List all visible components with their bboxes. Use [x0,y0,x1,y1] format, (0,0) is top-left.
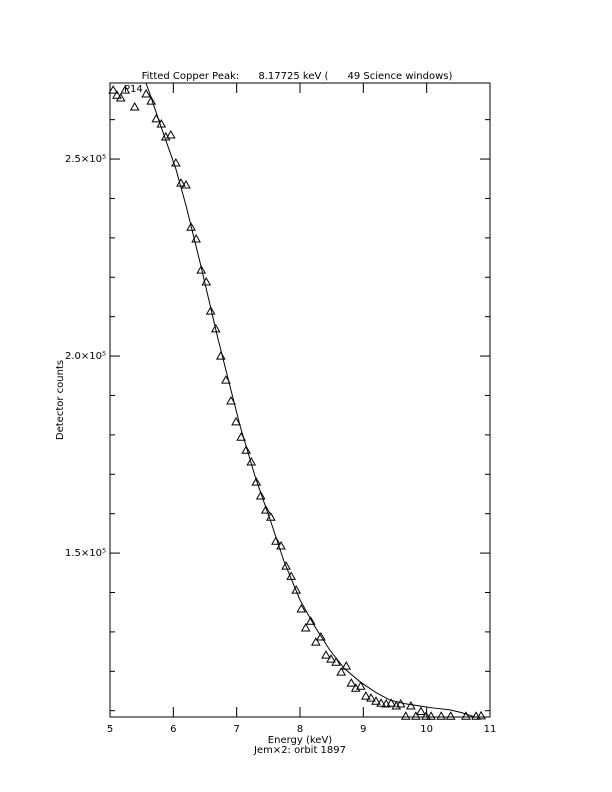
data-point [316,632,326,641]
data-point [366,693,376,702]
x-axis-label: Energy (keV) [268,735,333,746]
fit-line [145,82,475,718]
data-point [281,561,291,570]
data-point [226,395,236,405]
data-point [210,323,221,333]
x-tick-label: 10 [420,724,433,735]
data-point [115,92,126,102]
data-point [400,711,411,720]
data-point [108,85,119,94]
data-point [231,416,241,426]
data-point [386,698,397,707]
data-point [346,678,357,687]
data-point [291,585,302,594]
data-point [371,696,381,705]
data-point [381,698,391,708]
data-point [361,691,371,700]
subtitle: Jem×2: orbit 1897 [253,745,346,756]
x-tick-label: 8 [297,724,303,735]
data-point [129,102,140,111]
data-point [196,265,207,274]
data-point [181,180,191,189]
data-point [421,711,431,720]
data-point [416,706,426,715]
x-tick-label: 5 [107,724,113,735]
data-point [271,536,281,545]
data-point [445,711,456,720]
x-tick-label: 6 [170,724,176,735]
plot-frame [109,82,491,718]
data-point [476,710,486,720]
data-point [405,700,416,710]
x-tick-label: 7 [233,724,239,735]
data-point [341,661,352,670]
data-point [471,711,481,720]
data-point [260,505,271,514]
y-tick-label: 1.5×10⁵ [65,548,106,559]
data-point [120,85,131,94]
data-point [426,711,436,720]
data-point [251,477,262,486]
y-axis-label: Detector counts [55,360,66,440]
data-point [300,622,311,632]
data-point [326,654,336,663]
data-point [255,490,266,500]
data-point [141,89,151,98]
x-tick-label: 9 [360,724,366,735]
data-point [391,700,402,710]
data-point [165,130,176,139]
data-point [186,222,196,231]
data-point [205,306,216,315]
y-tick-label: 2.5×10⁵ [65,154,106,165]
data-point [411,711,421,720]
data-point [305,616,316,625]
y-tick-label: 2.0×10⁵ [65,351,106,362]
data-point [310,637,321,646]
data-point [436,711,447,720]
data-point [336,667,347,676]
data-point [241,445,252,454]
x-tick-label: 11 [484,724,497,735]
data-point [296,604,307,613]
data-point [355,681,366,690]
data-point [331,657,341,666]
chart-title: Fitted Copper Peak: 8.17725 keV ( 49 Sci… [142,71,453,82]
data-point [215,351,226,360]
data-point [461,711,471,720]
data-point [112,90,122,99]
annotation: P14 [124,84,143,95]
data-point [321,650,331,659]
data-point [146,96,157,105]
data-point [376,698,386,707]
